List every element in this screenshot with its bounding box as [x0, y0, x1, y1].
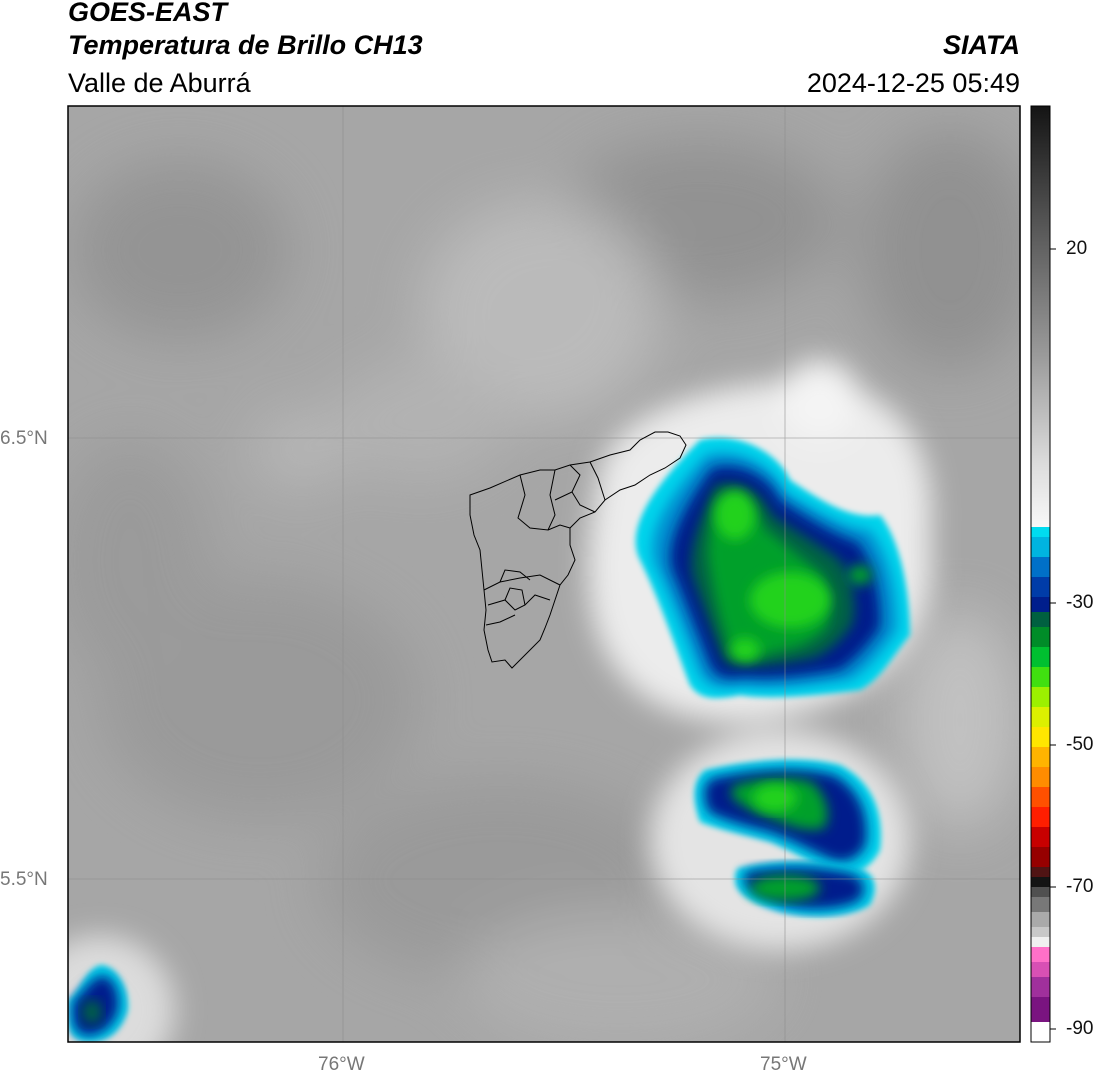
gridlines	[68, 106, 1020, 1042]
map-frame	[67, 105, 1021, 1043]
datetime-label: 2024-12-25 05:49	[806, 68, 1020, 98]
colorbar-label-minus50: -50	[1066, 734, 1094, 755]
lat-label-5-5: 5.5°N	[0, 869, 48, 890]
agency-label: SIATA	[943, 30, 1020, 60]
satellite-title: GOES-EAST	[68, 0, 228, 27]
colorbar-label-minus70: -70	[1066, 876, 1094, 897]
region-subtitle: Valle de Aburrá	[68, 68, 251, 98]
lat-label-6-5: 6.5°N	[0, 428, 48, 449]
colorbar-label-minus30: -30	[1066, 592, 1094, 613]
lon-label-75w: 75°W	[760, 1054, 807, 1075]
colorbar-label-20: 20	[1066, 238, 1088, 259]
municipality-boundaries	[469, 431, 687, 669]
lon-label-76w: 76°W	[318, 1054, 365, 1075]
brightness-temperature-field	[68, 106, 1020, 1042]
product-title: Temperatura de Brillo CH13	[68, 30, 423, 60]
colorbar	[1030, 105, 1056, 1043]
colorbar-label-minus90: -90	[1066, 1018, 1094, 1039]
